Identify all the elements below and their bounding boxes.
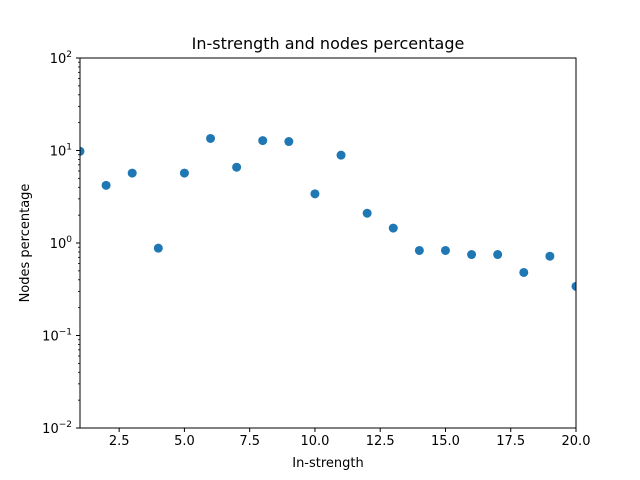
plot-frame <box>79 57 577 429</box>
x-tick-label: 20.0 <box>562 434 591 449</box>
y-tick-label: 101 <box>50 143 72 160</box>
data-point <box>440 245 450 255</box>
chart-title: In-strength and nodes percentage <box>192 34 465 53</box>
data-point <box>362 208 372 218</box>
data-point <box>545 251 555 261</box>
data-point <box>127 168 137 178</box>
data-point <box>388 223 398 233</box>
data-point <box>336 150 346 160</box>
data-point <box>232 162 242 172</box>
data-point <box>206 133 216 143</box>
y-axis-label: Nodes percentage <box>18 184 33 303</box>
x-tick-label: 7.5 <box>239 434 260 449</box>
y-tick-label: 10−2 <box>42 420 72 437</box>
x-tick-label: 15.0 <box>431 434 460 449</box>
y-tick-label: 10−1 <box>42 328 72 345</box>
data-point <box>571 281 576 291</box>
y-axis-ticks: 10−2 10−1 100 101 102 <box>42 50 80 437</box>
data-point <box>80 146 85 156</box>
data-point <box>519 267 529 277</box>
data-points <box>80 133 576 291</box>
data-point <box>284 137 294 147</box>
data-point <box>258 136 268 146</box>
data-point <box>179 168 189 178</box>
x-tick-label: 12.5 <box>366 434 395 449</box>
data-point <box>414 245 424 255</box>
x-axis-label: In-strength <box>292 456 364 471</box>
x-axis-ticks: 2.5 5.0 7.5 10.0 12.5 15.0 17.5 20.0 <box>109 428 591 449</box>
x-tick-label: 5.0 <box>174 434 195 449</box>
data-point <box>493 250 503 260</box>
data-point <box>153 243 163 253</box>
data-point <box>467 250 477 260</box>
y-tick-label: 102 <box>50 50 72 67</box>
data-point <box>101 180 111 190</box>
x-tick-label: 17.5 <box>496 434 525 449</box>
y-tick-label: 100 <box>50 235 73 252</box>
x-tick-label: 10.0 <box>300 434 329 449</box>
x-tick-label: 2.5 <box>109 434 130 449</box>
data-point <box>310 189 320 199</box>
